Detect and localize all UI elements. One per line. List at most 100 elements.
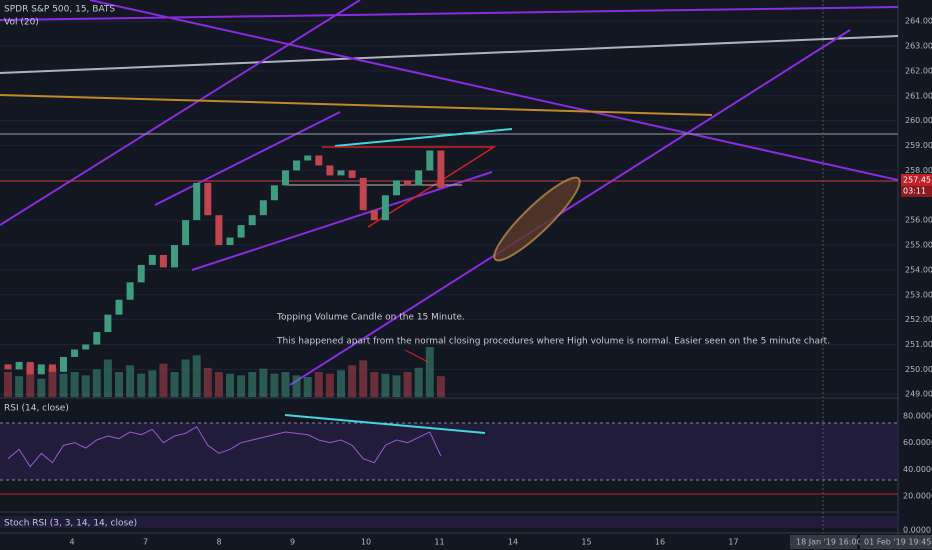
candle-body: [93, 332, 101, 345]
volume-bar: [159, 363, 168, 397]
trendline: [0, 94, 713, 116]
volume-bar: [337, 370, 345, 397]
ellipse: [493, 176, 581, 262]
trendline: [0, 35, 899, 74]
candle-body: [115, 299, 123, 315]
candle-body: [60, 356, 67, 372]
cursor-label: 01 Feb '19 19:45: [864, 538, 931, 547]
volume-bar: [214, 372, 223, 397]
trendline: [191, 171, 493, 271]
rsi-trendline: [284, 414, 486, 434]
volume-bar: [37, 378, 46, 397]
volume-bar: [115, 372, 123, 397]
y-tick-label: 264.00: [905, 17, 932, 26]
candle-body: [315, 155, 323, 166]
candle-body: [82, 344, 90, 350]
trendline: [89, 0, 899, 181]
x-tick-label: 14: [508, 538, 518, 547]
candle-body: [48, 364, 56, 372]
symbol-title: SPDR S&P 500, 15, BATS: [4, 5, 115, 15]
x-tick-label: 17: [728, 538, 738, 547]
x-tick-label: 10: [361, 538, 371, 547]
volume-bar: [70, 372, 79, 397]
annotation: This happened apart from the normal clos…: [276, 337, 830, 347]
volume-bar: [359, 360, 368, 397]
volume-bar: [59, 373, 68, 397]
candle-body: [337, 170, 345, 176]
candle-body: [404, 180, 412, 186]
volume-bar: [270, 373, 279, 397]
candle-body: [370, 210, 378, 221]
cursor-tag: [790, 535, 857, 549]
volume-bar: [303, 377, 312, 397]
candle-body: [226, 237, 234, 246]
rsi-tick-label: 80.0000: [903, 412, 932, 421]
candle-body: [204, 182, 212, 216]
candle-body: [148, 254, 156, 265]
y-tick-label: 260.00: [905, 116, 932, 125]
y-tick-label: 256.00: [905, 216, 932, 225]
candle-body: [304, 155, 312, 161]
volume-bar: [103, 359, 112, 397]
candle-body: [248, 215, 256, 226]
countdown: 03:11: [903, 187, 926, 196]
price-tag: [901, 174, 932, 186]
volume-bar: [259, 368, 268, 397]
x-tick-label: 8: [216, 538, 221, 547]
drawings: [0, 0, 899, 533]
volume-bar: [203, 367, 212, 397]
candle-body: [282, 170, 289, 186]
arrow: [404, 349, 429, 363]
trendline: [0, 0, 361, 226]
rsi-label: RSI (14, close): [4, 404, 69, 414]
volume-bar: [192, 355, 201, 397]
last-price: 257.45: [903, 176, 931, 185]
volume-bar: [181, 359, 190, 397]
cursor-label: 18 Jan '19 16:00: [796, 538, 862, 547]
candle-body: [137, 264, 145, 283]
rsi-tick-label: 60.0000: [903, 438, 932, 447]
stoch-label: Stoch RSI (3, 3, 14, 14, close): [4, 519, 137, 529]
y-tick-label: 250.00: [905, 365, 932, 374]
volume-label: Vol (20): [4, 18, 39, 28]
volume-bar: [436, 376, 445, 397]
y-tick-label: 252.00: [905, 315, 932, 324]
candle-body: [15, 361, 23, 370]
cursor-tag: [860, 535, 932, 549]
volume-bar: [248, 372, 257, 397]
annotation: Topping Volume Candle on the 15 Minute.: [276, 313, 465, 323]
rsi-line: [7, 425, 442, 468]
volume-bar: [226, 373, 234, 397]
candle-body: [104, 314, 112, 333]
countdown-tag: [901, 186, 932, 197]
candle-body: [159, 254, 167, 268]
candle-body: [270, 185, 278, 201]
candle-body: [4, 364, 12, 370]
candle-body: [237, 225, 245, 238]
candle-body: [293, 160, 301, 171]
volume-bar: [403, 372, 412, 397]
rsi-tick-label: 20.0000: [903, 492, 932, 501]
volume-bar: [170, 372, 179, 397]
candle-body: [126, 282, 134, 300]
y-tick-label: 261.00: [905, 91, 932, 100]
volume-bar: [92, 369, 101, 397]
candle-body: [26, 361, 34, 375]
volume-bar: [26, 363, 35, 397]
rsi-band: [0, 423, 898, 480]
volume-bar: [126, 365, 135, 397]
volume-bar: [81, 375, 90, 397]
volume-bar: [148, 370, 157, 397]
x-tick-label: 15: [581, 538, 591, 547]
candle-body: [182, 220, 190, 246]
candle-body: [348, 170, 356, 178]
volume-bar: [281, 372, 290, 397]
trendline: [154, 111, 341, 206]
candle-body: [381, 195, 389, 221]
volume-bar: [325, 373, 334, 397]
trendline: [289, 29, 851, 386]
rsi-tick-label: 40.0000: [903, 465, 932, 474]
volume-bar: [15, 376, 24, 397]
y-tick-label: 259.00: [905, 141, 932, 150]
